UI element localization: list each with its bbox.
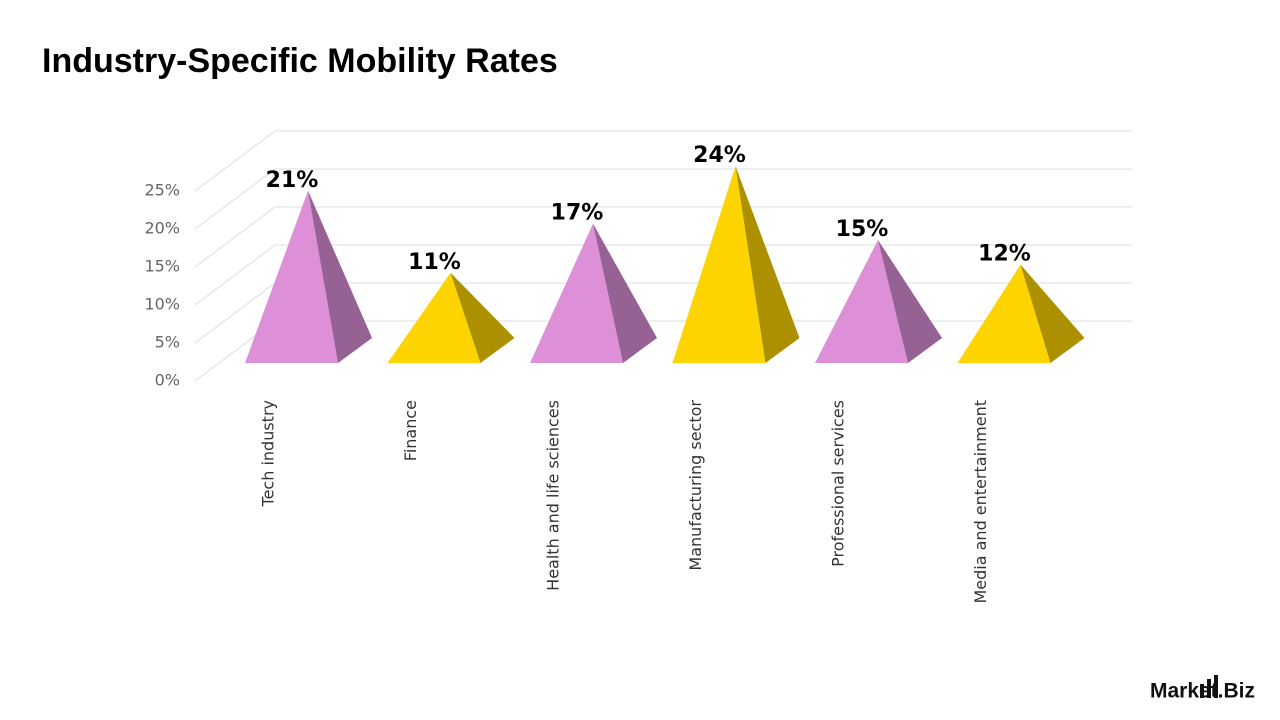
grid-line-side (194, 206, 276, 268)
y-tick-label: 15% (144, 257, 180, 276)
pyramid-front (672, 166, 766, 363)
pyramid-side (1020, 264, 1085, 363)
pyramid (530, 223, 657, 363)
grid-line-side (194, 244, 276, 306)
value-label: 11% (408, 250, 461, 275)
value-label: 15% (836, 217, 889, 242)
pyramid (387, 272, 515, 363)
grid-line-side (194, 282, 276, 344)
pyramid-side (593, 223, 657, 363)
x-tick-label: Tech industry (259, 400, 278, 507)
brand: Market.Biz (1150, 680, 1255, 703)
pyramid-front (815, 240, 908, 363)
y-tick-label: 0% (155, 371, 180, 390)
x-tick-label: Finance (401, 400, 420, 461)
grid-line-side (194, 168, 276, 230)
y-tick-label: 25% (144, 181, 180, 200)
pyramid-front (957, 264, 1051, 363)
pyramid-side (735, 166, 800, 363)
pyramid-side (450, 272, 515, 363)
pyramid-front (245, 190, 338, 363)
pyramid-front (530, 223, 623, 363)
value-label: 12% (978, 242, 1031, 267)
pyramid (245, 190, 372, 363)
pyramid (957, 264, 1085, 363)
pyramid-side (878, 240, 942, 363)
y-tick-label: 20% (144, 219, 180, 238)
pyramid (672, 166, 800, 363)
value-label: 17% (551, 201, 604, 226)
x-tick-label: Manufacturing sector (686, 400, 705, 571)
brand-logo: Market.Biz (1150, 675, 1255, 703)
value-label: 24% (693, 143, 746, 168)
chart-title: Industry-Specific Mobility Rates (42, 42, 558, 80)
y-tick-label: 5% (155, 333, 180, 352)
pyramid-front (387, 272, 481, 363)
grid-line-side (194, 130, 276, 192)
pyramid (815, 240, 942, 363)
pyramid-side (308, 190, 372, 363)
y-tick-label: 10% (144, 295, 180, 314)
x-tick-label: Health and life sciences (544, 400, 563, 591)
x-tick-label: Media and entertainment (971, 400, 990, 604)
x-tick-label: Professional services (829, 400, 848, 567)
value-label: 21% (266, 168, 319, 193)
